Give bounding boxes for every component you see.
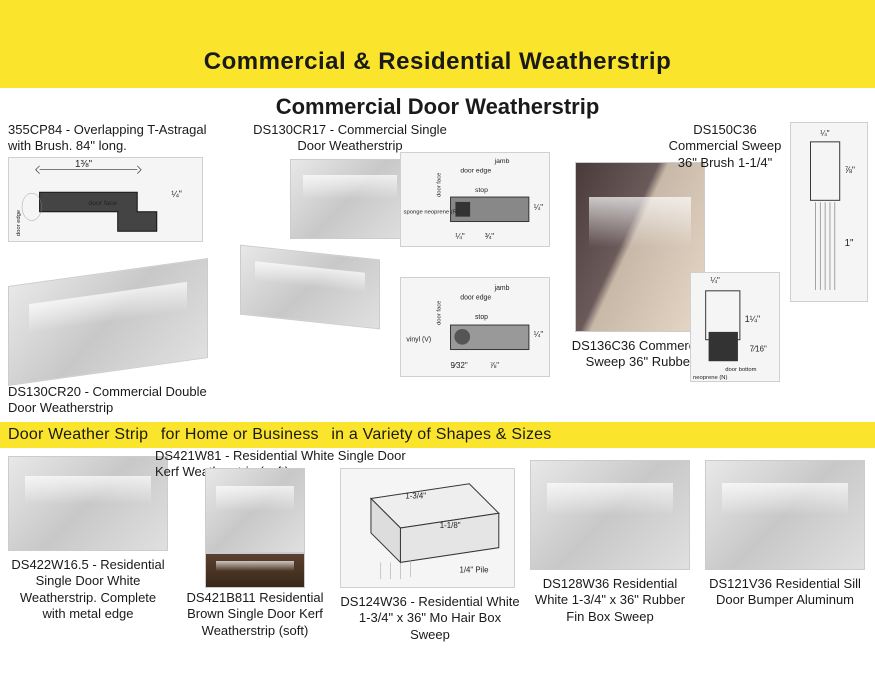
svg-text:door bottom: door bottom [725, 367, 756, 373]
diagram-sweep-brush: ¼" ⅞" 1" [790, 122, 870, 302]
product-photo [205, 553, 305, 588]
svg-text:jamb: jamb [494, 285, 510, 292]
svg-text:neoprene (N): neoprene (N) [693, 375, 728, 381]
svg-text:7⁄16": 7⁄16" [750, 344, 767, 353]
door-edge-label: door edge [16, 209, 22, 235]
sub-banner-text-b: for Home or Business [161, 426, 319, 443]
tech-diagram: ¼" ⅞" 1" [790, 122, 868, 302]
product-label: DS150C36 Commercial Sweep 36" Brush 1-1/… [660, 122, 790, 171]
svg-text:sponge neoprene (R): sponge neoprene (R) [404, 210, 459, 216]
product-photo [575, 162, 705, 332]
product-DS124W36: 1-3/4" 1-1/8" 1/4" Pile DS124W36 - Resid… [340, 468, 520, 643]
diagram-vinyl: jamb door edge door face stop vinyl (V) … [400, 277, 550, 377]
svg-text:¼": ¼" [820, 129, 829, 138]
svg-text:door edge: door edge [460, 295, 491, 302]
product-label: 355CP84 - Overlapping T-Astragal with Br… [8, 122, 208, 155]
door-face-label: door face [88, 199, 117, 206]
svg-text:vinyl (V): vinyl (V) [406, 337, 431, 344]
product-DS422W16-5: DS422W16.5 - Residential Single Door Whi… [8, 456, 168, 622]
product-DS121V36: DS121V36 Residential Sill Door Bumper Al… [705, 460, 865, 609]
product-label: DS421B811 Residential Brown Single Door … [180, 590, 330, 639]
svg-text:⅞": ⅞" [845, 165, 855, 175]
subtitle: Commercial Door Weatherstrip [0, 88, 875, 122]
svg-text:¼": ¼" [534, 203, 544, 212]
product-DS421B811: DS421B811 Residential Brown Single Door … [180, 553, 330, 639]
product-photo [290, 159, 410, 239]
dim-width: 1⅜" [75, 158, 93, 169]
product-label: DS130CR20 - Commercial Double Door Weath… [8, 384, 208, 417]
svg-text:¾": ¾" [485, 232, 495, 241]
svg-text:door edge: door edge [460, 168, 491, 175]
product-label: DS121V36 Residential Sill Door Bumper Al… [705, 576, 865, 609]
tech-diagram: jamb door edge door face stop sponge neo… [400, 152, 550, 247]
product-photo [205, 468, 305, 553]
sub-banner: Door Weather Strip for Home or Business … [0, 422, 875, 448]
product-label: DS128W36 Residential White 1-3/4" x 36" … [530, 576, 690, 625]
svg-text:1¼": 1¼" [745, 314, 760, 324]
svg-text:¼": ¼" [455, 232, 465, 241]
product-label: DS422W16.5 - Residential Single Door Whi… [8, 557, 168, 622]
product-DS150C36: DS150C36 Commercial Sweep 36" Brush 1-1/… [660, 122, 790, 171]
commercial-section: 355CP84 - Overlapping T-Astragal with Br… [0, 122, 875, 422]
svg-text:door face: door face [437, 173, 443, 197]
product-DS136C36: DS136C36 Commercial Sweep 36" Rubber [570, 162, 710, 371]
product-label: DS124W36 - Residential White 1-3/4" x 36… [340, 594, 520, 643]
svg-text:1-1/8": 1-1/8" [440, 521, 461, 530]
product-photo [240, 245, 380, 330]
product-photo [530, 460, 690, 570]
tech-diagram: jamb door edge door face stop vinyl (V) … [400, 277, 550, 377]
svg-text:¼": ¼" [711, 276, 721, 285]
svg-text:stop: stop [475, 314, 488, 321]
tech-diagram: ¼" 1¼" 7⁄16" door bottom neoprene (N) [690, 272, 780, 382]
svg-text:door face: door face [437, 301, 443, 326]
diagram-sponge-neoprene: jamb door edge door face stop sponge neo… [400, 152, 550, 253]
svg-text:jamb: jamb [494, 158, 510, 165]
tech-diagram: 1-3/4" 1-1/8" 1/4" Pile [340, 468, 515, 588]
svg-text:⅞": ⅞" [490, 361, 500, 370]
svg-text:1-3/4": 1-3/4" [405, 492, 426, 501]
product-photo [705, 460, 865, 570]
product-label: DS130CR17 - Commercial Single Door Weath… [250, 122, 450, 155]
svg-text:9⁄32": 9⁄32" [451, 361, 468, 370]
product-DS130CR17-alt-photo [240, 252, 380, 322]
product-photo [8, 258, 208, 386]
product-DS130CR20: DS130CR20 - Commercial Double Door Weath… [8, 272, 208, 417]
tech-diagram: 1⅜" ¼" door face door edge [8, 157, 203, 242]
svg-text:¼": ¼" [534, 330, 544, 339]
product-DS421W81 [180, 468, 330, 557]
sub-banner-text-c: in a Variety of Shapes & Sizes [331, 426, 551, 443]
svg-text:1": 1" [845, 238, 854, 249]
residential-section: DS422W16.5 - Residential Single Door Whi… [0, 448, 875, 688]
product-DS128W36: DS128W36 Residential White 1-3/4" x 36" … [530, 460, 690, 625]
diagram-sweep-neoprene: ¼" 1¼" 7⁄16" door bottom neoprene (N) [690, 272, 780, 382]
sub-banner-text-a: Door Weather Strip [8, 426, 148, 443]
product-photo [8, 456, 168, 551]
svg-text:1/4" Pile: 1/4" Pile [459, 565, 489, 574]
main-title: Commercial & Residential Weatherstrip [204, 48, 672, 76]
dim-height: ¼" [171, 189, 181, 199]
product-label: DS136C36 Commercial Sweep 36" Rubber [570, 338, 710, 371]
svg-text:stop: stop [475, 187, 488, 194]
product-355CP84: 355CP84 - Overlapping T-Astragal with Br… [8, 122, 208, 242]
main-banner: Commercial & Residential Weatherstrip [0, 0, 875, 88]
